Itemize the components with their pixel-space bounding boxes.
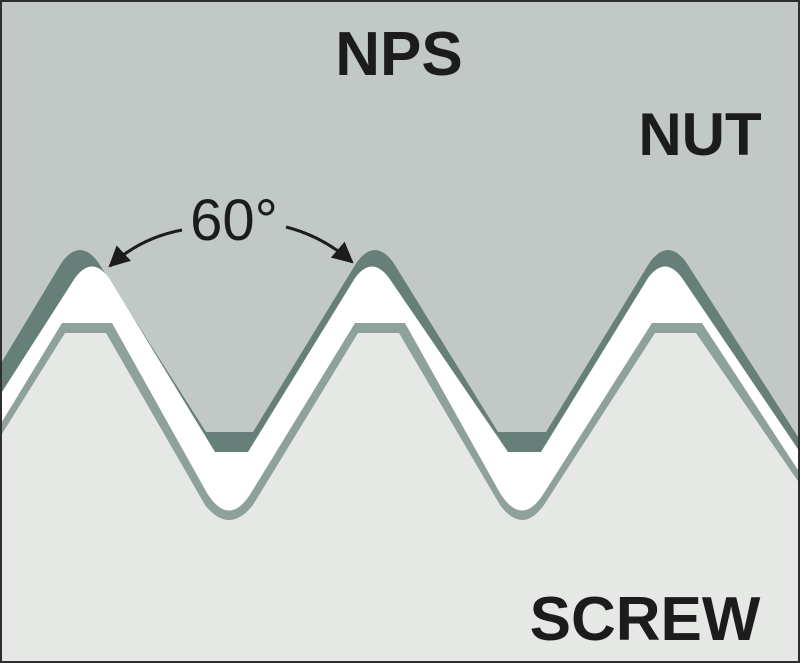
angle-arc-left bbox=[108, 228, 183, 268]
title-label: NPS bbox=[335, 20, 462, 89]
screw-label: SCREW bbox=[530, 585, 761, 654]
angle-arc-right bbox=[285, 225, 354, 264]
nut-label: NUT bbox=[638, 101, 761, 168]
angle-label: 60° bbox=[190, 188, 278, 253]
screw-body bbox=[0, 333, 800, 663]
